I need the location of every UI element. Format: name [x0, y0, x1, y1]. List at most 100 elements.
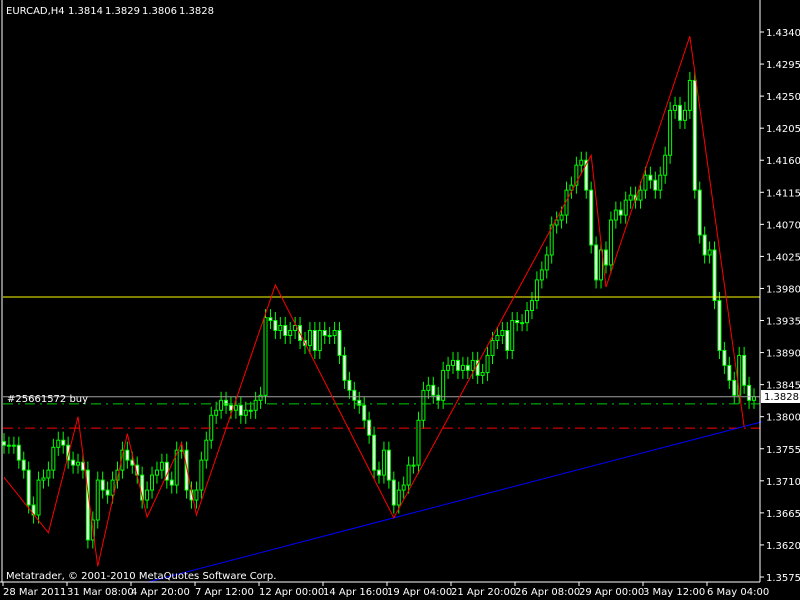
time-tick-label: 4 Apr 20:00	[131, 587, 190, 598]
candle-body	[584, 159, 589, 191]
candle-body	[347, 379, 352, 391]
price-tick-label: 1.3890	[766, 349, 800, 360]
candle-body	[386, 449, 391, 481]
price-tick-label: 1.4250	[766, 92, 800, 103]
candle-body	[668, 109, 673, 156]
time-tick-label: 3 May 12:00	[643, 587, 705, 598]
candle-body	[21, 459, 26, 471]
price-tick-label: 1.4340	[766, 28, 800, 39]
candle-body	[71, 459, 76, 466]
candle-body	[421, 389, 426, 421]
chart-header-open: 1.3814	[68, 6, 103, 17]
chart-header-high: 1.3829	[105, 6, 140, 17]
candle-body	[643, 174, 648, 191]
time-tick-label: 14 Apr 16:00	[323, 587, 388, 598]
candle-body	[11, 444, 16, 447]
candle-body	[416, 419, 421, 466]
candle-body	[618, 209, 623, 216]
time-tick-label: 6 May 04:00	[707, 587, 769, 598]
price-tick-label: 1.4115	[766, 188, 800, 199]
candle-body	[525, 310, 530, 324]
candle-body	[76, 461, 81, 466]
candle-body	[495, 334, 500, 341]
time-tick-label: 12 Apr 00:00	[259, 587, 324, 598]
candle-body	[485, 354, 490, 374]
candle-body	[169, 479, 174, 486]
candle-body	[16, 444, 21, 461]
price-tick-label: 1.4295	[766, 60, 800, 71]
candle-body	[243, 409, 248, 416]
price-tick-label: 1.3980	[766, 284, 800, 295]
candle-body	[579, 159, 584, 166]
price-tick-label: 1.4070	[766, 220, 800, 231]
price-tick-label: 1.4160	[766, 156, 800, 167]
candle-body	[712, 249, 717, 302]
time-tick-label: 26 Apr 08:00	[515, 587, 580, 598]
candle-body	[26, 469, 31, 506]
price-tick-label: 1.3800	[766, 413, 800, 424]
candle-body	[159, 461, 164, 471]
candle-body	[520, 322, 525, 325]
candle-body	[327, 334, 332, 337]
candle-body	[61, 439, 66, 446]
candle-body	[451, 359, 456, 366]
candle-body	[194, 489, 199, 501]
candle-body	[475, 359, 480, 376]
candle-body	[263, 317, 268, 396]
candle-body	[36, 479, 41, 516]
candle-body	[426, 384, 431, 391]
candle-body	[154, 469, 159, 476]
candle-body	[697, 189, 702, 236]
candle-body	[742, 354, 747, 386]
candle-body	[574, 164, 579, 186]
candle-body	[219, 399, 224, 411]
candle-body	[51, 446, 56, 471]
candle-body	[534, 279, 539, 302]
candle-body	[6, 444, 11, 447]
candle-body	[150, 474, 155, 491]
price-tick-label: 1.3710	[766, 477, 800, 488]
price-tick-label: 1.4025	[766, 252, 800, 263]
candle-body	[613, 209, 618, 221]
candle-body	[268, 317, 273, 322]
candle-body	[658, 174, 663, 191]
candle-body	[100, 479, 105, 491]
price-tick-label: 1.3935	[766, 317, 800, 328]
candle-body	[307, 329, 312, 346]
candle-body	[752, 396, 756, 401]
time-tick-label: 21 Apr 20:00	[451, 587, 516, 598]
candle-body	[248, 409, 253, 412]
candle-body	[692, 79, 697, 191]
chart-header-close: 1.3828	[179, 6, 214, 17]
price-tick-label: 1.3620	[766, 541, 800, 552]
price-tick-label: 1.3665	[766, 509, 800, 520]
candle-body	[238, 404, 243, 416]
candle-body	[184, 449, 189, 491]
candle-body	[594, 244, 599, 281]
candle-body	[233, 404, 238, 411]
time-tick-label: 7 Apr 12:00	[195, 587, 254, 598]
candle-body	[224, 399, 229, 406]
candle-body	[603, 249, 608, 266]
candles-layer	[2, 71, 756, 549]
candle-body	[120, 449, 125, 471]
candle-body	[293, 325, 298, 331]
candle-body	[599, 249, 604, 281]
candle-body	[228, 404, 233, 411]
candle-body	[337, 329, 342, 356]
chart-header-symbol: EURCAD,H4	[6, 6, 65, 17]
candle-body	[110, 479, 115, 496]
candle-body	[317, 329, 322, 351]
candle-body	[638, 189, 643, 201]
candle-body	[717, 300, 722, 351]
candle-body	[406, 464, 411, 486]
candle-body	[332, 329, 337, 336]
candle-body	[623, 199, 628, 216]
candle-body	[470, 359, 475, 371]
candle-body	[653, 179, 658, 191]
price-tick-label: 1.3755	[766, 445, 800, 456]
candle-body	[673, 104, 678, 111]
candle-body	[480, 372, 485, 376]
candle-body	[381, 449, 386, 476]
